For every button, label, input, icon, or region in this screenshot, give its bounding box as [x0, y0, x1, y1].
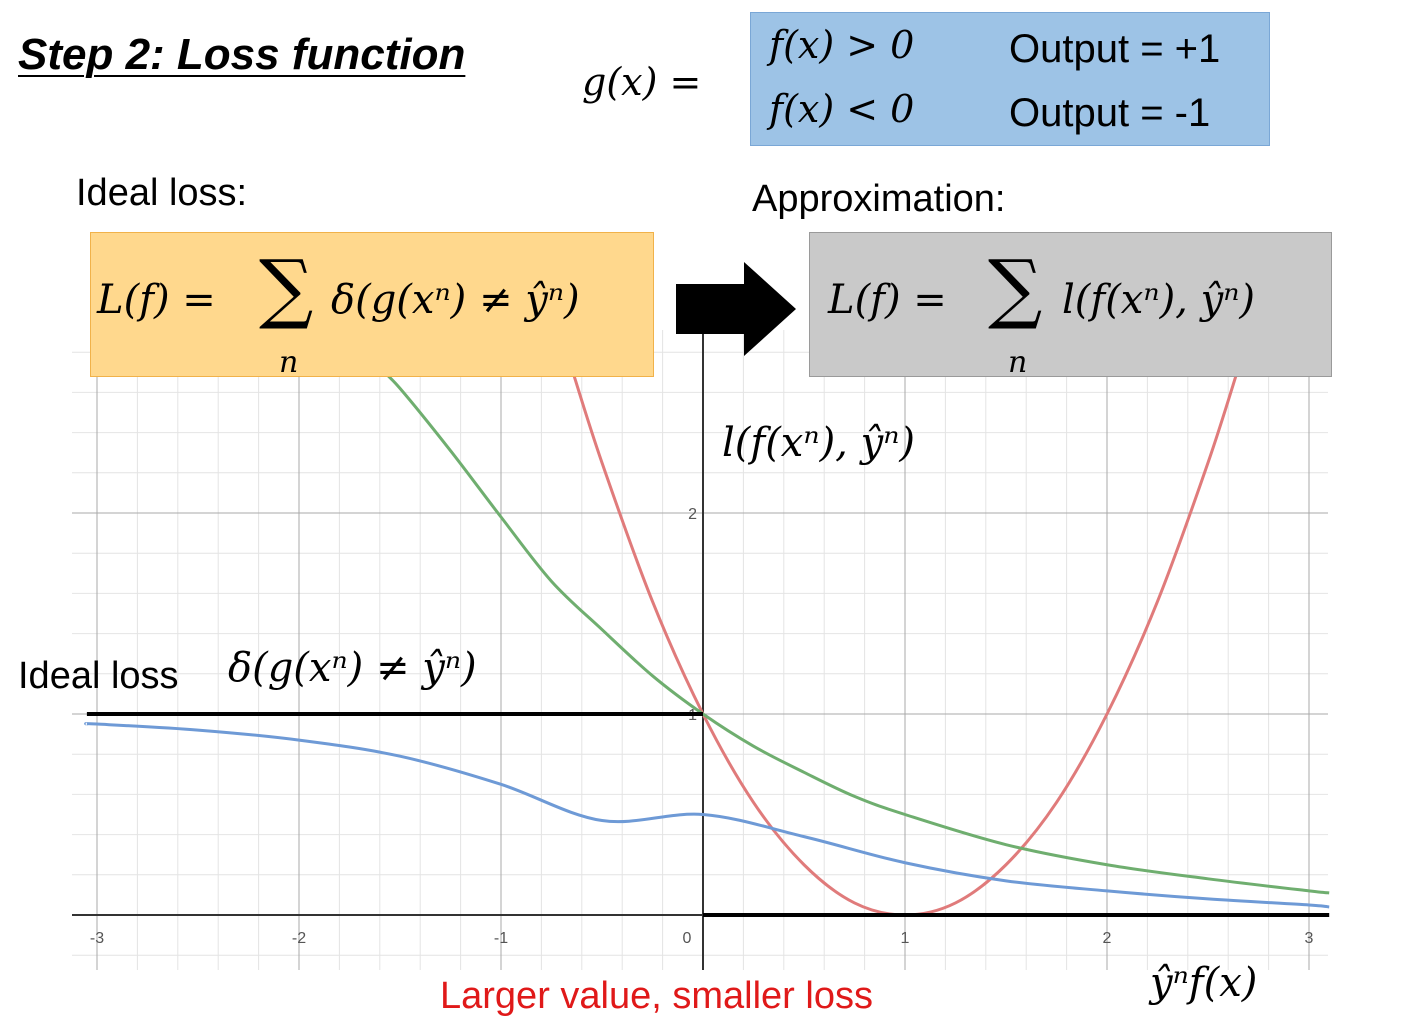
y-tick-label: 2 [688, 506, 697, 523]
exponential-loss-line [378, 367, 1330, 895]
page-title: Step 2: Loss function [18, 30, 466, 79]
rule-negative-output: Output = -1 [1009, 91, 1211, 135]
bottom-note: Larger value, smaller loss [440, 975, 873, 1017]
sigmoid-loss-line [84, 722, 1330, 909]
ideal-loss-heading: Ideal loss: [76, 172, 248, 214]
approx-sum-symbol: ∑ [988, 243, 1043, 332]
ideal-sum-symbol: ∑ [259, 243, 314, 332]
approximation-formula-box: L(f) = ∑ n l(f(xⁿ), ŷⁿ) [809, 232, 1332, 380]
x-tick-label: 3 [1305, 930, 1314, 947]
tick-labels: -3-2-1012321 [90, 506, 1314, 947]
rule-positive-condition: f(x) > 0 [769, 23, 915, 67]
approx-formula-lhs: L(f) = [828, 277, 947, 323]
rule-negative: f(x) < 0 Output = -1 [769, 87, 1210, 135]
x-tick-label: 0 [683, 930, 692, 947]
right-arrow-icon [676, 262, 796, 356]
rule-positive: f(x) > 0 Output = +1 [769, 23, 1220, 71]
rule-positive-output: Output = +1 [1009, 27, 1221, 71]
ideal-sum-index: n [279, 345, 299, 380]
g-function-lhs: g(x) = [582, 60, 702, 104]
series-lines [84, 367, 1330, 917]
x-axis-label: ŷⁿf(x) [1150, 960, 1258, 1006]
x-tick-label: -1 [494, 930, 508, 947]
x-tick-label: 1 [901, 930, 910, 947]
x-tick-label: -3 [90, 930, 104, 947]
ideal-loss-annotation-label: Ideal loss [18, 655, 179, 697]
x-tick-label: 2 [1103, 930, 1112, 947]
x-tick-label: -2 [292, 930, 306, 947]
approximation-heading: Approximation: [752, 178, 1006, 220]
approx-formula-rhs: l(f(xⁿ), ŷⁿ) [1062, 277, 1256, 323]
ideal-formula-rhs: δ(g(xⁿ) ≠ ŷⁿ) [331, 277, 580, 323]
ideal-formula-lhs: L(f) = [97, 277, 216, 323]
ideal-loss-annotation-formula: δ(g(xⁿ) ≠ ŷⁿ) [228, 645, 477, 691]
approx-sum-index: n [1008, 345, 1028, 380]
g-function-rules-box: f(x) > 0 Output = +1 f(x) < 0 Output = -… [750, 12, 1270, 146]
y-axis-label: l(f(xⁿ), ŷⁿ) [722, 420, 916, 466]
rule-negative-condition: f(x) < 0 [769, 87, 915, 131]
ideal-loss-formula-box: L(f) = ∑ n δ(g(xⁿ) ≠ ŷⁿ) [90, 232, 654, 380]
